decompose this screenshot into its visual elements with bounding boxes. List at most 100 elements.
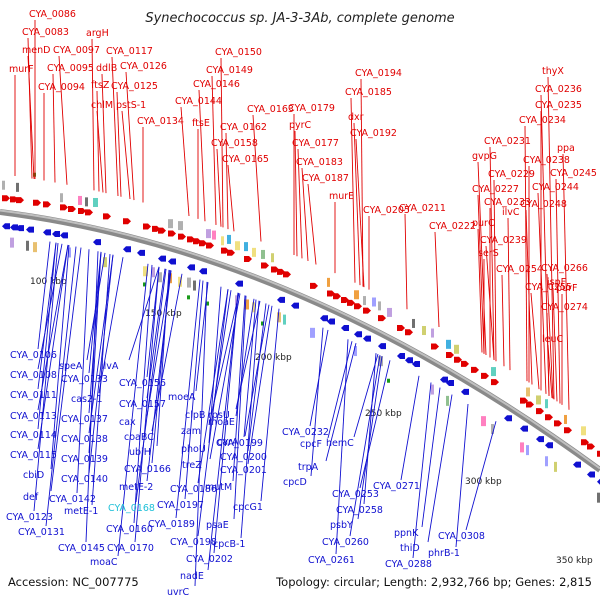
- forward-gene-label: CYA_0238: [523, 155, 570, 166]
- forward-gene-arrow: [454, 356, 462, 363]
- reverse-leader-line: [335, 339, 349, 555]
- tick-100kbp: 100 kbp: [30, 277, 67, 287]
- forward-leader-line: [525, 209, 533, 385]
- reverse-leader-line: [37, 241, 51, 350]
- forward-leader-line: [52, 73, 56, 183]
- forward-gene-label: CYA_0097: [53, 45, 100, 56]
- forward-gene-arrow: [564, 427, 572, 434]
- reverse-gene-arrow: [587, 471, 595, 478]
- forward-leader-line: [220, 57, 224, 228]
- forward-cog-block: [581, 426, 586, 436]
- forward-cog-block: [526, 387, 530, 397]
- reverse-gene-label: carA: [217, 437, 239, 448]
- reverse-gene-arrow: [158, 255, 166, 262]
- reverse-leader-line: [353, 353, 379, 438]
- forward-gene-label: CYA_0185: [345, 87, 392, 98]
- forward-cog-block: [363, 296, 366, 306]
- reverse-gene-label: CYA_0232: [282, 427, 329, 438]
- forward-leader-line: [547, 344, 553, 398]
- forward-leader-line: [58, 55, 68, 185]
- reverse-cog-block: [152, 267, 155, 278]
- reverse-gene-label: zam: [181, 426, 201, 437]
- reverse-gene-arrow: [291, 302, 299, 309]
- reverse-leader-line: [233, 295, 247, 520]
- tick-350kbp: 350 kbp: [556, 556, 593, 566]
- reverse-gene-label: CYA_0170: [107, 543, 154, 554]
- reverse-cog-block: [526, 445, 529, 456]
- reverse-gene-label: cpcG1: [233, 502, 263, 513]
- forward-gene-label: CYA_0227: [472, 184, 519, 195]
- reverse-cog-block: [354, 346, 357, 357]
- reverse-gene-label: CYA_0156: [119, 378, 166, 389]
- forward-leader-line: [477, 228, 483, 353]
- forward-cog-block: [372, 297, 376, 307]
- forward-gene-label: CYA_0205: [363, 205, 410, 216]
- forward-gene-arrow: [123, 218, 131, 225]
- forward-gene-arrow: [227, 249, 235, 256]
- reverse-cog-block: [193, 280, 196, 291]
- reverse-gene-label: cas2-1: [71, 394, 103, 405]
- reverse-leader-line: [359, 360, 391, 489]
- forward-gene-label: CYA_0144: [175, 96, 222, 107]
- forward-gene-label: pstS-1: [116, 100, 146, 111]
- forward-cog-block: [235, 241, 240, 251]
- forward-leader-line: [101, 73, 107, 194]
- reverse-gene-label: cpcF: [300, 439, 322, 450]
- reverse-cog-block: [283, 314, 286, 325]
- forward-gene-arrow: [261, 262, 269, 269]
- forward-leader-line: [477, 194, 485, 354]
- reverse-leader-line: [232, 295, 246, 482]
- forward-leader-line: [91, 38, 95, 191]
- forward-cog-block: [78, 195, 82, 205]
- forward-gene-label: thyX: [542, 66, 564, 77]
- forward-cog-block: [271, 253, 274, 263]
- forward-gene-label: CYA_0162: [220, 122, 267, 133]
- forward-gene-label: CYA_0146: [193, 79, 240, 90]
- reverse-gene-arrow: [341, 324, 349, 331]
- forward-leader-line: [546, 273, 554, 399]
- forward-leader-line: [121, 110, 131, 200]
- reverse-gene-label: ilvA: [101, 361, 119, 372]
- forward-leader-line: [252, 114, 262, 242]
- forward-leader-line: [227, 164, 235, 232]
- forward-leader-line: [530, 292, 540, 390]
- rna-marker: [143, 282, 146, 287]
- reverse-gene-label: CYA_0113: [10, 411, 57, 422]
- reverse-gene-arrow: [277, 296, 285, 303]
- forward-gene-label: CYA_0236: [535, 84, 582, 95]
- reverse-gene-label: thiD: [400, 543, 420, 554]
- reverse-cog-block: [481, 416, 486, 427]
- reverse-gene-label: CYA_0261: [308, 555, 355, 566]
- reverse-gene-label: nadE: [180, 571, 204, 582]
- forward-leader-line: [477, 161, 487, 355]
- reverse-gene-arrow: [168, 258, 176, 265]
- reverse-gene-label: CYA_0253: [332, 489, 379, 500]
- forward-gene-label: CYA_0211: [399, 203, 446, 214]
- reverse-gene-arrow: [60, 232, 68, 239]
- forward-gene-label: CYA_0163: [247, 104, 294, 115]
- reverse-leader-line: [400, 375, 420, 481]
- reverse-gene-label: CYA_0106: [10, 350, 57, 361]
- reverse-leader-line: [207, 292, 239, 571]
- forward-gene-label: CYA_0233: [484, 197, 531, 208]
- forward-gene-label: CYA_0126: [120, 61, 167, 72]
- forward-cog-block: [178, 221, 183, 231]
- reverse-cog-block: [103, 257, 107, 268]
- reverse-cog-block: [277, 312, 281, 323]
- reverse-leader-line: [37, 242, 57, 390]
- forward-gene-label: CYA_0274: [541, 302, 588, 313]
- forward-gene-arrow: [347, 299, 355, 306]
- forward-gene-label: chlM: [91, 100, 113, 111]
- forward-cog-block: [422, 326, 426, 336]
- forward-gene-label: menD: [22, 45, 50, 56]
- reverse-gene-arrow: [2, 223, 10, 230]
- reverse-gene-label: CYA_0186: [170, 484, 217, 495]
- forward-cog-block: [545, 399, 548, 409]
- reverse-gene-label: CYA_0271: [373, 481, 420, 492]
- forward-leader-line: [350, 97, 356, 283]
- reverse-gene-label: moeA: [168, 392, 196, 403]
- forward-gene-arrow: [333, 293, 341, 300]
- forward-gene-arrow: [158, 227, 166, 234]
- reverse-leader-line: [427, 394, 453, 543]
- reverse-gene-arrow: [597, 478, 600, 485]
